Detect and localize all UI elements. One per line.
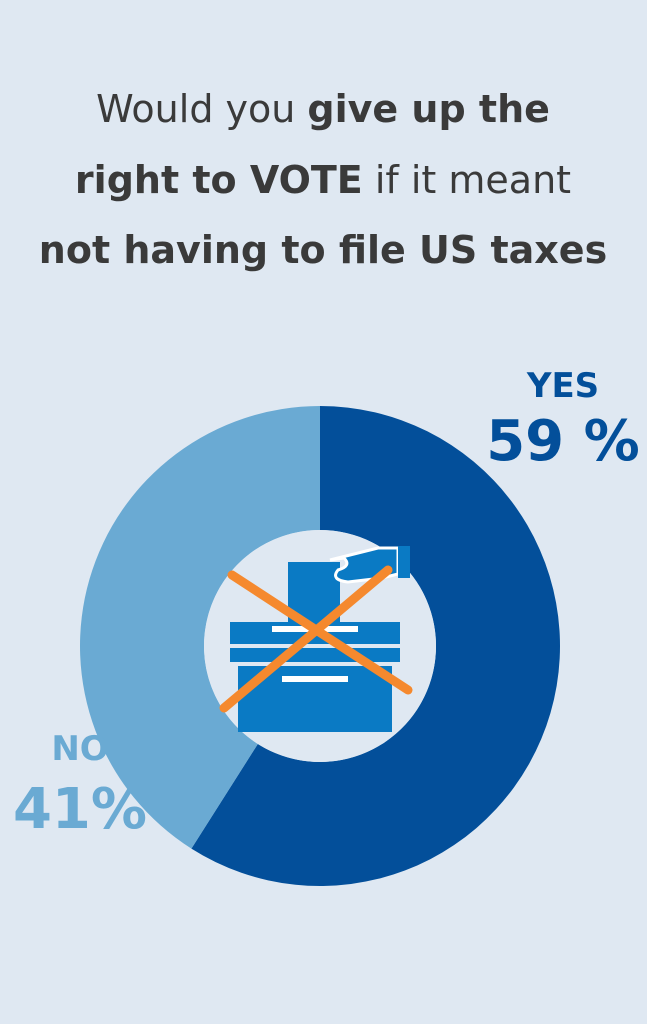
chart-title-segment: give up the [307, 87, 549, 131]
chart-title-segment: Would you [96, 87, 307, 131]
chart-title-line: Would you give up the [96, 87, 550, 131]
chart-title-line: not having to file US taxes [39, 228, 607, 272]
chart-title-segment: not having to file US taxes [39, 228, 607, 272]
chart-title-segment: if it meant [363, 158, 571, 202]
donut-slice [191, 406, 561, 886]
donut [79, 406, 561, 886]
cross-mark [219, 565, 413, 713]
category-label: NO [51, 729, 108, 769]
category-label: YES [526, 366, 599, 406]
value-label: 41% [13, 777, 147, 842]
chart-title-line: right to VOTE if it meant [75, 158, 571, 202]
value-label: 59 % [486, 409, 640, 474]
chart-title-segment: right to VOTE [75, 158, 363, 202]
donut-slice [79, 406, 320, 849]
